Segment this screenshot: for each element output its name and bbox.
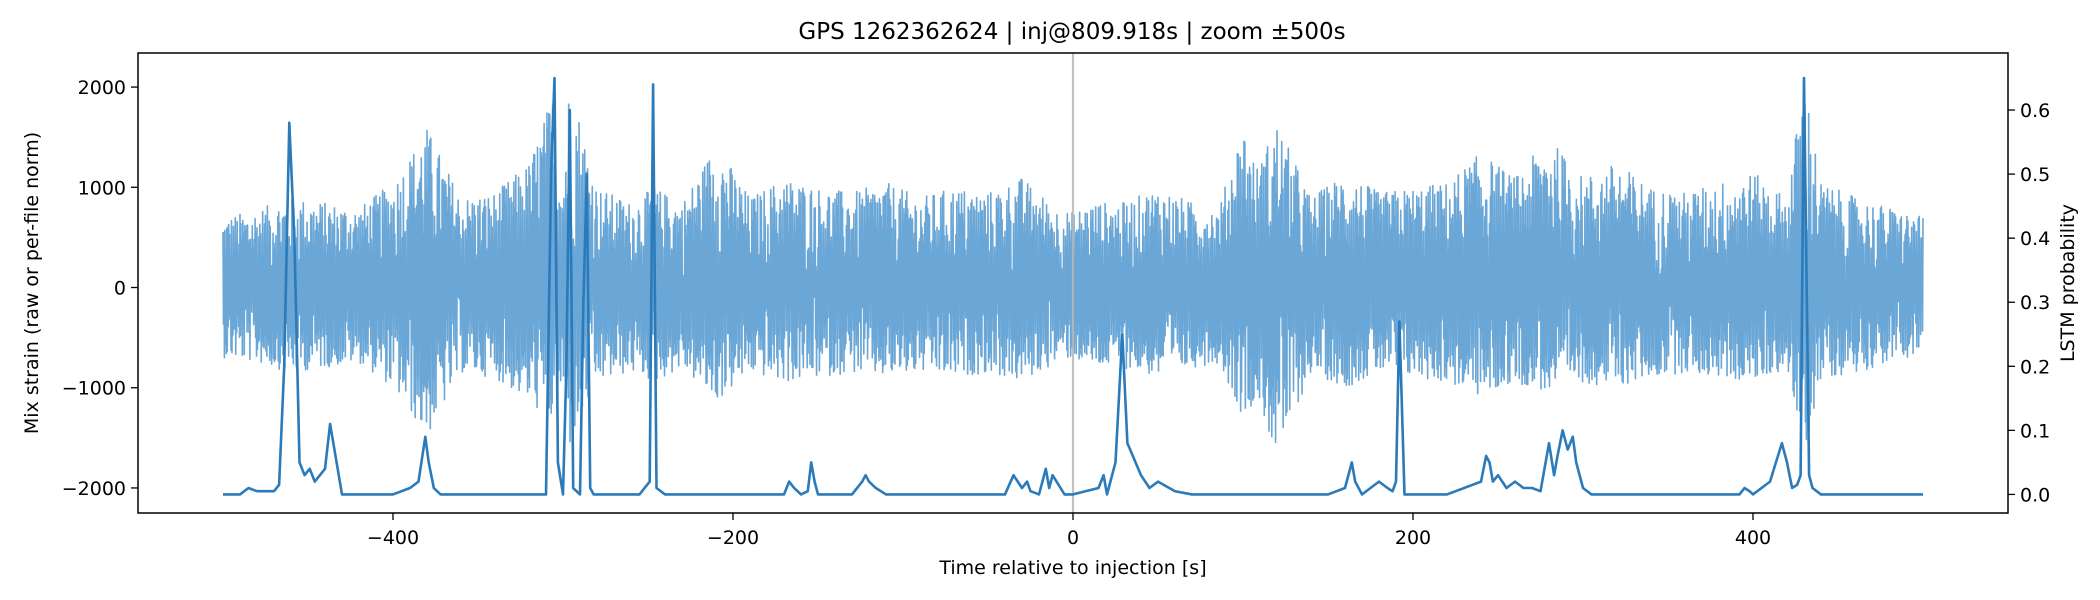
y-right-tick-label: 0.0 [2020,484,2050,506]
x-axis-label: Time relative to injection [s] [938,557,1206,579]
chart-title: GPS 1262362624 | inj@809.918s | zoom ±50… [798,19,1345,45]
x-tick-label: 200 [1395,527,1431,549]
y-left-tick-label: 2000 [78,77,126,99]
y-right-tick-label: 0.4 [2020,228,2050,250]
y-left-tick-label: 1000 [78,177,126,199]
y-left-tick-label: −1000 [62,378,126,400]
plot-content [222,53,1924,513]
y-right-tick-label: 0.1 [2020,420,2050,442]
x-tick-label: −200 [707,527,759,549]
y-right-tick-label: 0.6 [2020,100,2050,122]
y-left-tick-label: 0 [114,278,126,300]
y-axis-right-label: LSTM probability [2057,204,2079,362]
y-left-tick-label: −2000 [62,478,126,500]
x-tick-label: 400 [1735,527,1771,549]
x-tick-label: −400 [367,527,419,549]
lstm-probability-line [223,76,1923,496]
y-right-tick-label: 0.3 [2020,292,2050,314]
y-axis-left-label: Mix strain (raw or per-file norm) [21,132,43,434]
y-right-tick-label: 0.5 [2020,164,2050,186]
y-axis-right: 0.0 0.1 0.2 0.3 0.4 0.5 0.6 [2008,100,2050,506]
y-axis-left: −2000 −1000 0 1000 2000 [62,77,138,500]
y-right-tick-label: 0.2 [2020,356,2050,378]
x-tick-label: 0 [1067,527,1079,549]
x-axis: −400 −200 0 200 400 [367,513,1771,549]
